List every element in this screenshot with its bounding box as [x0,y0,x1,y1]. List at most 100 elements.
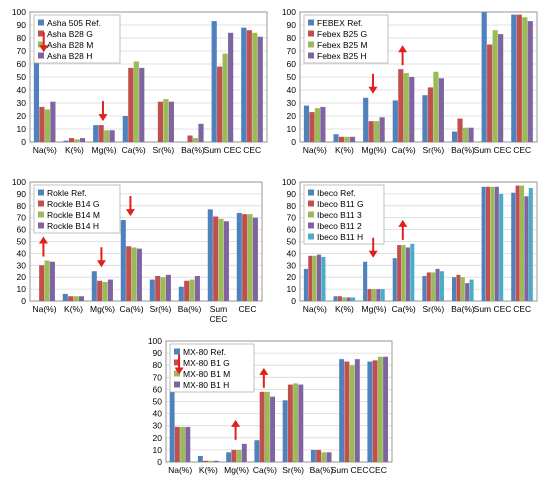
y-tick-label: 100 [282,177,296,187]
legend-swatch [174,348,180,355]
y-tick-label: 30 [287,260,297,270]
bar [192,138,199,142]
bar [228,32,234,142]
bar [403,73,409,142]
bar [78,296,84,301]
bar [527,21,533,143]
legend-swatch [174,381,180,388]
bar [189,279,195,301]
bar [133,61,139,142]
bar [376,289,381,301]
bar [231,449,237,462]
bar [427,87,434,142]
x-category-label: Sum CEC [474,145,512,155]
x-category-label: Ca(%) [253,465,277,475]
bar [136,248,142,301]
y-tick-label: 60 [17,225,27,235]
bar [131,247,137,301]
y-tick-label: 30 [153,421,163,431]
legend-swatch [308,222,314,229]
x-category-label: Sr(%) [422,145,444,155]
bar [39,265,45,301]
bar [68,296,74,301]
y-tick-label: 0 [157,457,162,467]
x-category-label: K(%) [65,145,84,155]
x-category-label-part: CEC [210,314,228,324]
bar [368,121,374,142]
x-category-label-part: Sum [210,304,227,314]
bar [460,277,465,301]
red-arrow-head [38,236,48,244]
legend-label: Febex B25 M [317,40,368,50]
bar [222,53,228,142]
bar [401,245,406,301]
bar [308,255,313,301]
bar [122,116,128,142]
bar [333,296,338,301]
legend-label: Ibeco B11 H [317,232,363,242]
bar [344,361,350,462]
bar [107,279,113,301]
bar [160,277,166,301]
legend-swatch [38,41,44,48]
bar [178,286,184,301]
bar [374,121,380,142]
bar [180,426,186,462]
y-tick-label: 30 [17,98,27,108]
bar [68,138,75,142]
bar [492,30,498,143]
bar [511,192,516,301]
red-arrow-head [368,250,378,258]
x-category-label: CEC [513,145,531,155]
y-tick-label: 40 [287,85,297,95]
bar [211,21,217,143]
bar [515,185,520,301]
red-arrow-head [368,86,378,94]
y-tick-label: 60 [287,225,297,235]
bar [62,293,68,301]
bar [241,27,247,143]
bar [165,274,171,301]
bar [320,106,326,142]
y-tick-label: 0 [21,137,26,147]
legend-label: MX-80 B1 H [183,380,229,390]
bar [326,452,332,462]
bar [317,254,322,301]
x-category-label: Sr(%) [150,304,172,314]
bar [426,272,431,301]
bar [184,280,190,301]
bar [257,36,263,143]
legend-label: MX-80 Ref. [183,347,226,357]
bar [242,214,248,301]
bar [213,460,219,462]
red-arrow-head [398,219,408,227]
y-tick-label: 60 [17,59,27,69]
x-category-label: Na(%) [32,304,56,314]
bar [203,460,209,462]
bar [246,30,252,143]
bar [63,140,69,142]
bar [321,452,327,462]
y-tick-label: 40 [153,409,163,419]
legend-label: Rockle B14 M [47,210,100,220]
bar [410,243,415,301]
bar [498,34,504,142]
bar [252,32,258,142]
bar [102,281,108,301]
red-arrow-head [98,114,108,122]
bar [293,383,299,462]
x-category-label: K(%) [335,304,354,314]
bar [397,245,402,301]
y-tick-label: 50 [153,397,163,407]
y-tick-label: 80 [287,33,297,43]
x-category-label: CEC [243,145,261,155]
legend-label: MX-80 B1 M [183,369,230,379]
x-category-label: K(%) [335,145,354,155]
x-category-label: Ca(%) [392,145,416,155]
bar [485,186,491,301]
y-tick-label: 30 [287,98,297,108]
bar [226,452,232,462]
legend-swatch [38,222,44,229]
x-category-label: Na(%) [168,465,192,475]
